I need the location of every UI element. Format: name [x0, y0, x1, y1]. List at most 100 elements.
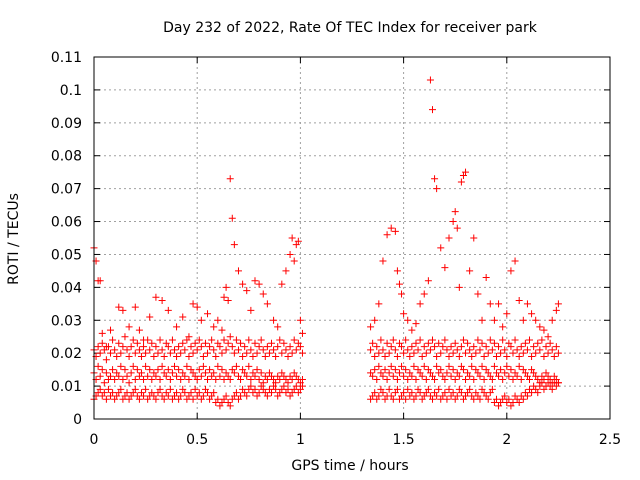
data-point	[111, 376, 119, 384]
data-point	[457, 343, 465, 351]
data-point	[193, 346, 201, 354]
data-point	[540, 352, 548, 360]
data-point	[133, 366, 141, 374]
data-point	[164, 343, 172, 351]
data-point	[439, 343, 447, 351]
data-point	[383, 231, 391, 239]
data-point	[505, 395, 513, 403]
data-point	[542, 343, 550, 351]
data-point	[125, 323, 133, 331]
data-point	[536, 323, 544, 331]
data-point	[379, 257, 387, 265]
data-point	[222, 346, 230, 354]
data-point	[109, 389, 117, 397]
x-tick-label: 0	[90, 432, 99, 448]
data-point	[474, 290, 482, 298]
data-point	[230, 349, 238, 357]
data-point	[528, 310, 536, 318]
data-point	[381, 352, 389, 360]
data-point	[278, 280, 286, 288]
x-axis-label: GPS time / hours	[291, 458, 408, 474]
data-point	[286, 250, 294, 258]
data-point	[412, 376, 420, 384]
data-point	[519, 316, 527, 324]
data-point	[214, 395, 222, 403]
y-axis-label: ROTI / TECUs	[6, 193, 22, 285]
data-point	[140, 343, 148, 351]
data-point	[181, 346, 189, 354]
data-point	[195, 336, 203, 344]
data-point	[218, 366, 226, 374]
data-point	[484, 395, 492, 403]
data-point	[247, 306, 255, 314]
data-point	[492, 395, 500, 403]
data-point	[455, 352, 463, 360]
data-point	[455, 283, 463, 291]
data-point	[226, 376, 234, 384]
data-point	[280, 382, 288, 390]
data-point	[437, 366, 445, 374]
data-point	[373, 343, 381, 351]
data-point	[94, 343, 102, 351]
data-point	[410, 362, 418, 370]
data-point	[173, 352, 181, 360]
y-tick-label: 0.07	[51, 182, 82, 198]
data-point	[540, 326, 548, 334]
data-point	[187, 343, 195, 351]
data-point	[224, 339, 232, 347]
data-point	[383, 376, 391, 384]
data-point	[210, 389, 218, 397]
data-point	[488, 385, 496, 393]
data-point	[142, 349, 150, 357]
data-point	[375, 349, 383, 357]
data-point	[125, 352, 133, 360]
data-point	[519, 395, 527, 403]
data-point	[459, 336, 467, 344]
data-point	[274, 343, 282, 351]
data-point	[191, 385, 199, 393]
data-point	[375, 362, 383, 370]
data-point	[420, 362, 428, 370]
data-point	[424, 277, 432, 285]
data-point	[129, 362, 137, 370]
data-point	[142, 362, 150, 370]
data-point	[255, 376, 263, 384]
data-point	[206, 343, 214, 351]
data-point	[387, 224, 395, 232]
data-point	[435, 339, 443, 347]
data-point	[482, 273, 490, 281]
data-point	[234, 346, 242, 354]
data-point	[193, 303, 201, 311]
data-point	[404, 376, 412, 384]
data-point	[441, 389, 449, 397]
data-point	[115, 339, 123, 347]
data-point	[243, 392, 251, 400]
data-point	[98, 339, 106, 347]
y-tick-label: 0.09	[51, 116, 82, 132]
data-point	[164, 366, 172, 374]
data-point	[367, 346, 375, 354]
data-point	[123, 389, 131, 397]
data-point	[164, 306, 172, 314]
data-point	[540, 376, 548, 384]
data-point	[451, 208, 459, 216]
data-point	[102, 343, 110, 351]
data-point	[389, 372, 397, 380]
data-point	[102, 356, 110, 364]
data-point	[204, 389, 212, 397]
data-point	[476, 395, 484, 403]
data-point	[466, 346, 474, 354]
data-point	[228, 343, 236, 351]
data-point	[152, 293, 160, 301]
data-point	[443, 369, 451, 377]
data-point	[284, 352, 292, 360]
data-point	[490, 339, 498, 347]
data-point	[492, 352, 500, 360]
data-point	[398, 290, 406, 298]
data-point	[412, 339, 420, 347]
data-point	[393, 385, 401, 393]
data-point	[208, 336, 216, 344]
data-point	[437, 244, 445, 252]
data-point	[503, 310, 511, 318]
data-point	[146, 366, 154, 374]
